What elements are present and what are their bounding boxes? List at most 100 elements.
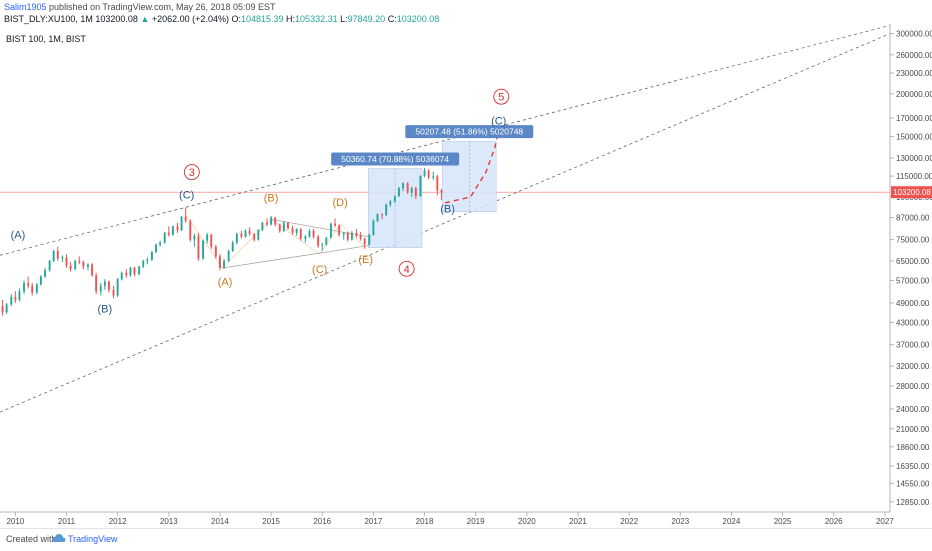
y-tick-label: 260000.00 [896, 51, 932, 60]
candle-body [249, 231, 251, 234]
measure-box [442, 141, 496, 212]
candle-body [253, 234, 255, 240]
candle-body [159, 243, 161, 245]
candle-body [202, 241, 204, 259]
candle-body [185, 217, 187, 221]
candle-body [40, 277, 42, 285]
candle-body [407, 183, 409, 192]
candle-body [432, 176, 434, 177]
measure-label: 50207.48 (51.86%) 5020748 [415, 127, 523, 137]
open-label: O: [231, 14, 241, 24]
y-tick-label: 28000.00 [896, 382, 930, 391]
candle-body [394, 196, 396, 201]
candle-body [287, 223, 289, 228]
y-tick-label: 43000.00 [896, 318, 930, 327]
candle-body [146, 260, 148, 261]
candle-body [164, 233, 166, 243]
x-tick-label: 2024 [723, 517, 741, 526]
candle-body [95, 275, 97, 291]
candle-body [53, 251, 55, 261]
candle-body [82, 262, 84, 267]
y-tick-label: 170000.00 [896, 114, 932, 123]
candle-body [377, 214, 379, 221]
x-tick-label: 2019 [467, 517, 485, 526]
created-with-text: Created with [6, 534, 57, 544]
wave-label: (D) [333, 197, 348, 209]
candle-body [372, 221, 374, 235]
candle-body [232, 243, 234, 251]
candle-body [177, 226, 179, 230]
candle-body [402, 183, 404, 188]
x-tick-label: 2016 [313, 517, 331, 526]
wave-label: (A) [11, 230, 26, 242]
y-tick-label: 65000.00 [896, 257, 930, 266]
y-tick-label: 24000.00 [896, 405, 930, 414]
candle-body [351, 233, 353, 240]
candle-body [151, 252, 153, 260]
candle-body [181, 217, 183, 230]
y-tick-label: 21000.00 [896, 425, 930, 434]
x-tick-label: 2018 [416, 517, 434, 526]
measure-label: 50360.74 (70.88%) 5036074 [341, 154, 449, 164]
candle-body [245, 231, 247, 237]
candle-body [389, 201, 391, 204]
symbol-label: BIST_DLY:XU100, 1M [4, 14, 93, 24]
candle-body [313, 231, 315, 237]
chart-background [0, 0, 932, 528]
candle-body [419, 176, 421, 196]
high-value: 105332.31 [295, 14, 338, 24]
low-value: 97849.20 [348, 14, 386, 24]
candle-body [6, 304, 8, 312]
candle-body [134, 268, 136, 274]
candle-body [198, 236, 200, 259]
candle-body [325, 238, 327, 245]
x-tick-label: 2027 [876, 517, 894, 526]
candle-body [14, 297, 16, 300]
candle-body [428, 170, 430, 177]
y-tick-label: 18600.00 [896, 443, 930, 452]
wave-label: 3 [189, 167, 195, 179]
candle-body [2, 306, 4, 312]
candle-body [172, 226, 174, 234]
open-value: 104815.39 [241, 14, 284, 24]
low-label: L: [340, 14, 348, 24]
candle-body [308, 231, 310, 237]
candle-body [206, 235, 208, 241]
price-chart[interactable]: BIST 100, 1M, BIST 50360.74 (70.88%) 5036… [0, 0, 932, 528]
candle-body [100, 286, 102, 292]
candle-body [368, 235, 370, 245]
candle-body [104, 282, 106, 286]
candle-body [44, 270, 46, 276]
candle-body [261, 223, 263, 230]
x-tick-label: 2013 [160, 517, 178, 526]
measure-box [368, 169, 422, 248]
candle-body [334, 224, 336, 226]
candle-body [304, 237, 306, 239]
candle-body [168, 233, 170, 235]
close-label: C: [388, 14, 397, 24]
candle-body [23, 283, 25, 291]
y-tick-label: 200000.00 [896, 90, 932, 99]
x-tick-label: 2020 [518, 517, 536, 526]
y-tick-label: 75000.00 [896, 236, 930, 245]
wave-label: (B) [264, 192, 279, 204]
candle-body [424, 170, 426, 176]
x-tick-label: 2011 [58, 517, 76, 526]
publish-text: published on TradingView.com, May 26, 20… [49, 2, 275, 12]
candle-body [270, 218, 272, 225]
y-tick-label: 87000.00 [896, 214, 930, 223]
candle-body [70, 266, 72, 270]
candle-body [74, 261, 76, 269]
chart-title: BIST 100, 1M, BIST [6, 34, 86, 44]
tradingview-link[interactable]: TradingView [68, 534, 118, 544]
author-link[interactable]: Salim1905 [4, 2, 47, 12]
x-tick-label: 2022 [620, 517, 638, 526]
candle-body [385, 204, 387, 215]
wave-label: (A) [218, 277, 233, 289]
candle-body [121, 273, 123, 279]
candle-body [155, 245, 157, 252]
y-tick-label: 49000.00 [896, 299, 930, 308]
candle-body [219, 256, 221, 268]
x-tick-label: 2025 [774, 517, 792, 526]
candle-body [108, 282, 110, 290]
